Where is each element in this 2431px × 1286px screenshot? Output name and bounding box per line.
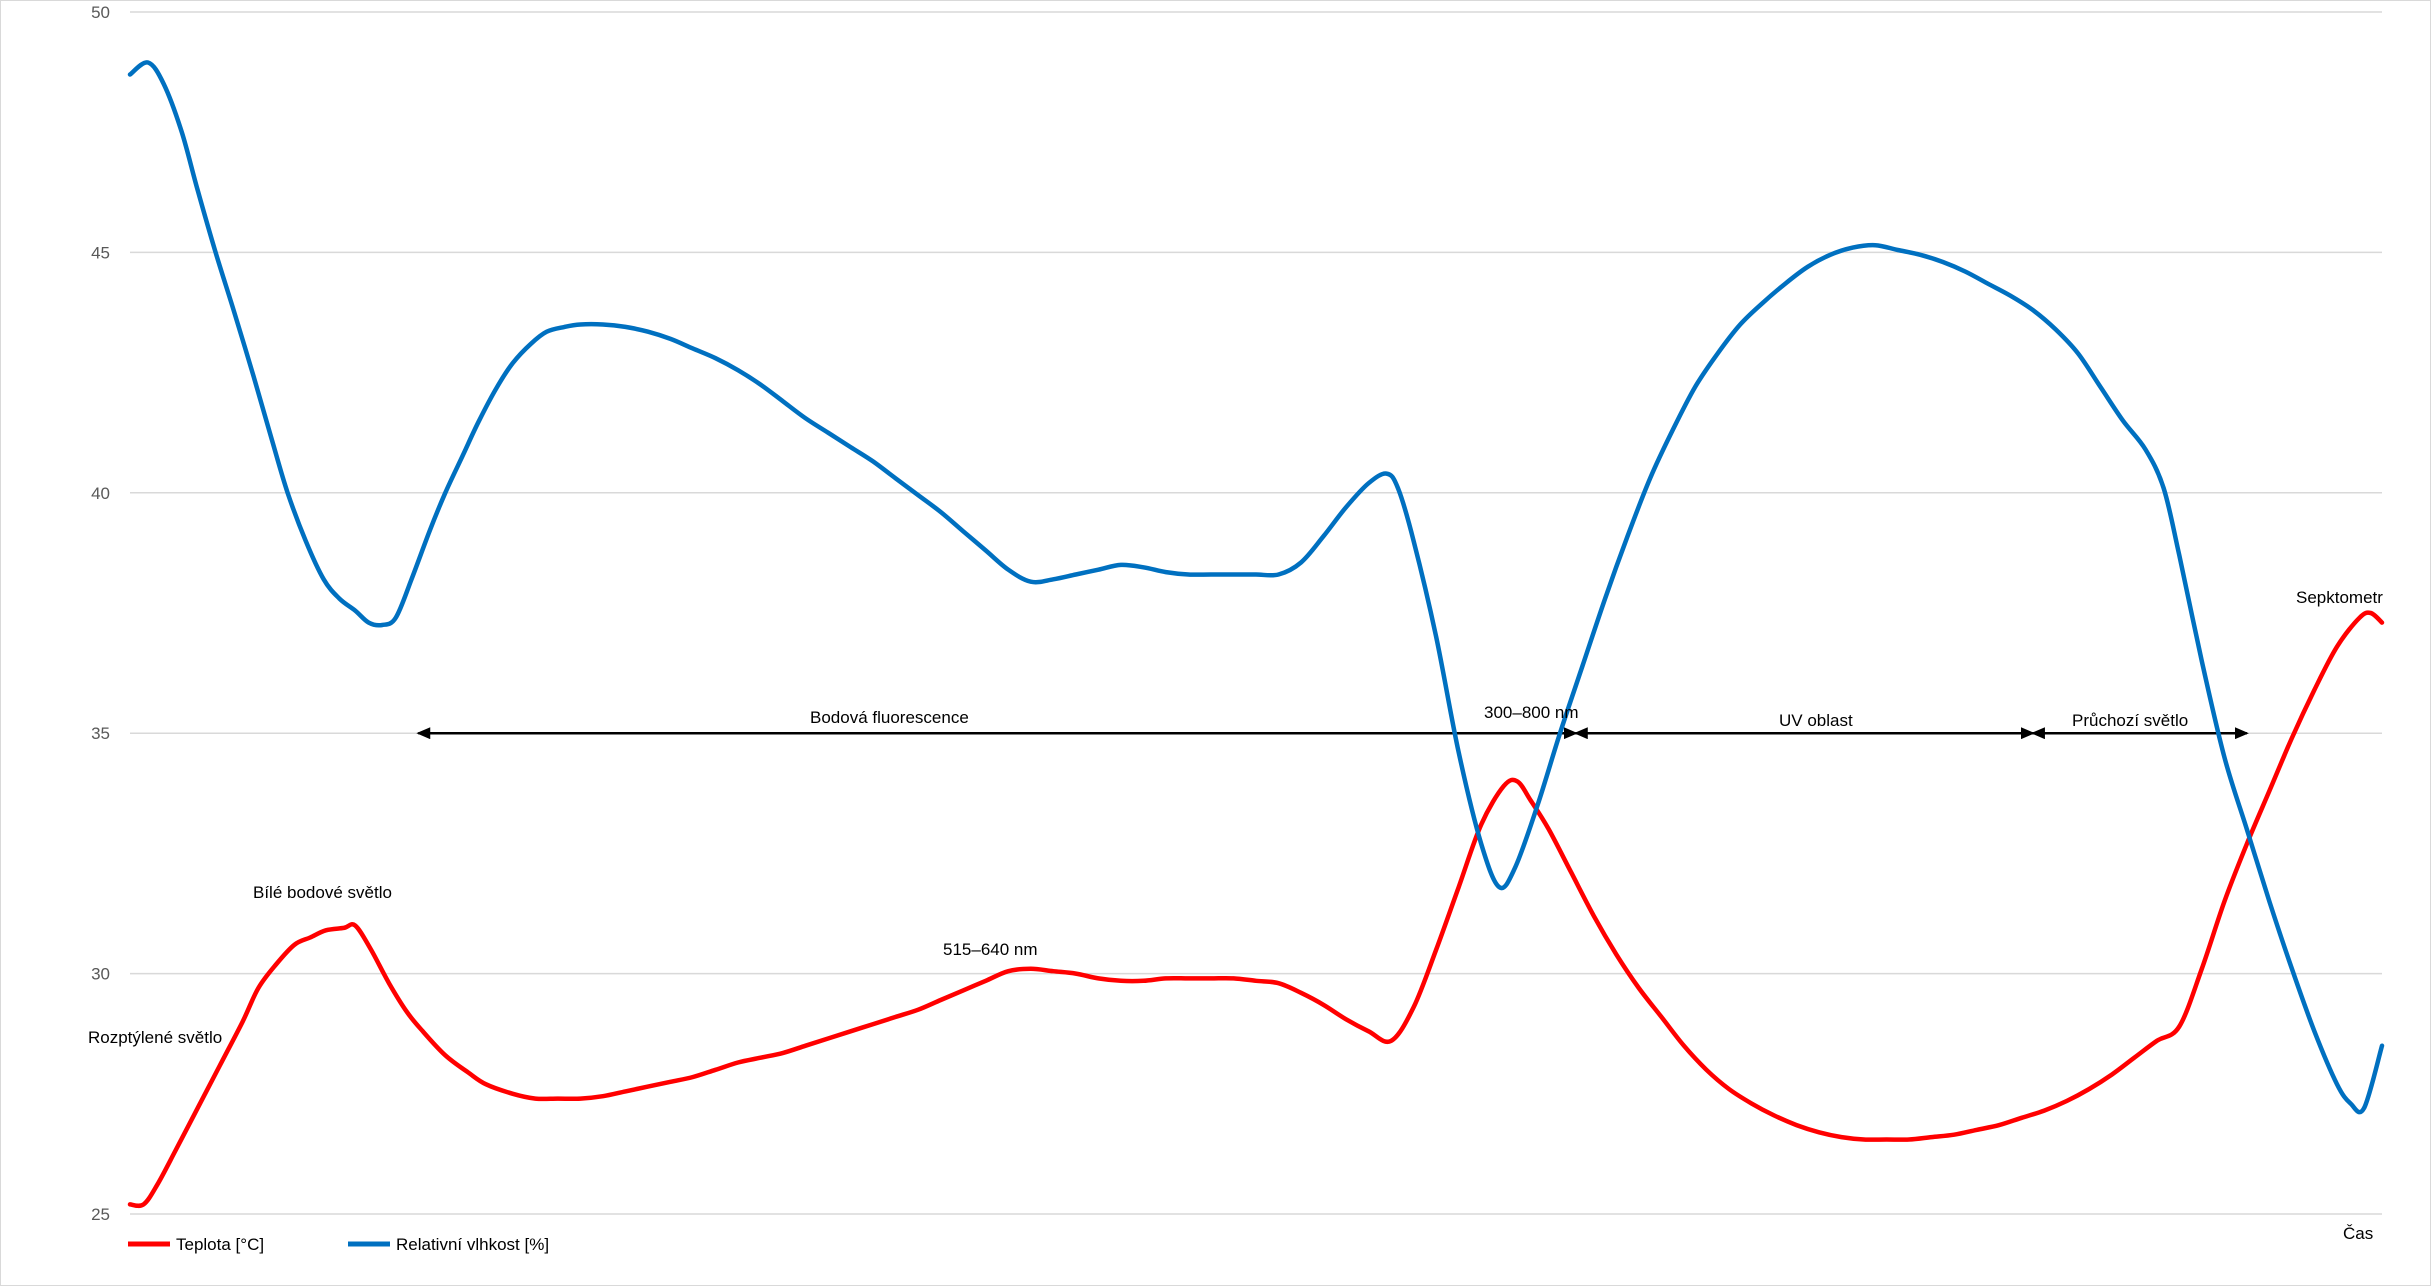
x-axis-label: Čas — [2343, 1224, 2373, 1243]
annotation-300-800: 300–800 nm — [1484, 703, 1579, 722]
y-tick-label-50: 50 — [91, 3, 110, 22]
annotation-bile: Bílé bodové světlo — [253, 883, 392, 902]
y-tick-label-35: 35 — [91, 724, 110, 743]
gridlines — [130, 11, 2382, 1215]
annotation-bodova: Bodová fluorescence — [810, 708, 969, 727]
annotation-pruchozi: Průchozí světlo — [2072, 711, 2188, 730]
annotation-rozptylene: Rozptýlené světlo — [88, 1028, 222, 1047]
y-tick-label-30: 30 — [91, 965, 110, 984]
legend-label-vlhkost: Relativní vlhkost [%] — [396, 1235, 549, 1254]
legend-label-teplota: Teplota [°C] — [176, 1235, 264, 1254]
y-axis-ticks: 25 30 35 40 45 50 — [91, 3, 110, 1224]
legend: Teplota [°C] Relativní vlhkost [%] — [128, 1235, 549, 1254]
y-tick-label-40: 40 — [91, 484, 110, 503]
y-tick-label-45: 45 — [91, 243, 110, 262]
y-tick-label-25: 25 — [91, 1205, 110, 1224]
series-line-vlhkost — [127, 60, 2385, 1115]
annotations: Rozptýlené světlo Bílé bodové světlo 515… — [88, 588, 2383, 1047]
annotation-uv: UV oblast — [1779, 711, 1853, 730]
annotation-sepktometr: Sepktometr — [2296, 588, 2383, 607]
annotation-515-640: 515–640 nm — [943, 940, 1038, 959]
series-lines — [127, 60, 2385, 1209]
series-line-teplota — [127, 610, 2385, 1209]
